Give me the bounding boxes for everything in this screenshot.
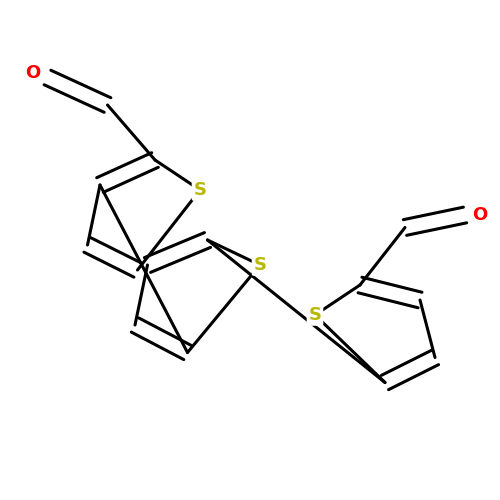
Text: O: O [472, 206, 488, 224]
Text: S: S [194, 181, 206, 199]
Text: O: O [25, 64, 40, 82]
Text: S: S [308, 306, 322, 324]
Text: S: S [254, 256, 266, 274]
